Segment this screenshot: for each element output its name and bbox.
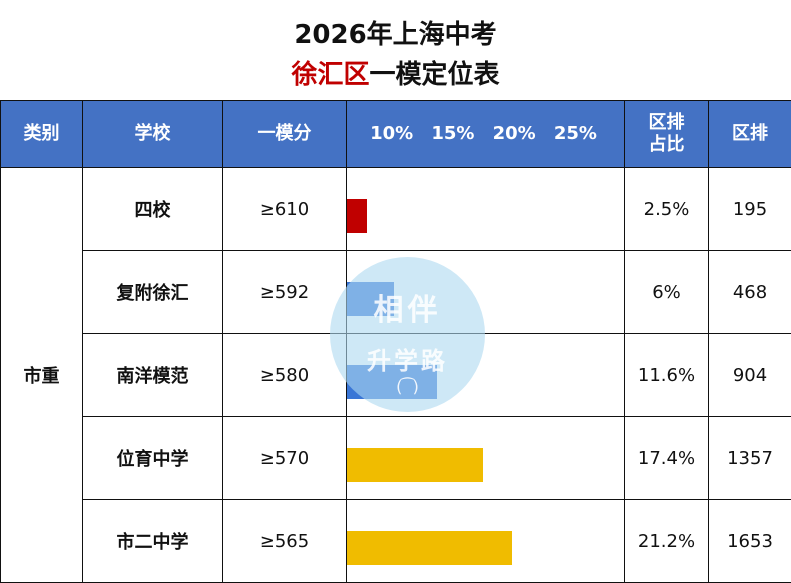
table-row: 市重 四校 ≥610 2.5% 195 bbox=[1, 168, 791, 251]
subtitle-text: 一模定位表 bbox=[370, 60, 500, 90]
school-name: 四校 bbox=[83, 168, 223, 251]
table-row: 南洋模范 ≥580 11.6% 904 bbox=[1, 334, 791, 417]
pct-bar bbox=[347, 282, 394, 316]
pct-bar bbox=[347, 365, 437, 399]
table-row: 市二中学 ≥565 21.2% 1653 bbox=[1, 500, 791, 583]
pct-bar bbox=[347, 448, 483, 482]
header-row: 类别 学校 一模分 10% 15% 20% 25% 区排占比 区排 bbox=[1, 101, 791, 168]
rank-cell: 1357 bbox=[709, 417, 791, 500]
pct-cell: 2.5% bbox=[625, 168, 709, 251]
page-subtitle: 徐汇区一模定位表 bbox=[0, 54, 791, 91]
bar-cell bbox=[347, 417, 625, 500]
district-name: 徐汇区 bbox=[291, 60, 369, 90]
table-row: 复附徐汇 ≥592 6% 468 bbox=[1, 251, 791, 334]
school-name: 市二中学 bbox=[83, 500, 223, 583]
rank-cell: 468 bbox=[709, 251, 791, 334]
score-cell: ≥580 bbox=[223, 334, 347, 417]
pct-bar bbox=[347, 199, 367, 233]
header-rank: 区排 bbox=[709, 101, 791, 168]
pct-cell: 21.2% bbox=[625, 500, 709, 583]
category-cell: 市重 bbox=[1, 168, 83, 583]
score-cell: ≥565 bbox=[223, 500, 347, 583]
score-cell: ≥570 bbox=[223, 417, 347, 500]
table-row: 位育中学 ≥570 17.4% 1357 bbox=[1, 417, 791, 500]
score-cell: ≥592 bbox=[223, 251, 347, 334]
title-area: 2026年上海中考 徐汇区一模定位表 bbox=[0, 0, 791, 100]
pct-cell: 11.6% bbox=[625, 334, 709, 417]
header-school: 学校 bbox=[83, 101, 223, 168]
school-name: 位育中学 bbox=[83, 417, 223, 500]
tick-label: 20% bbox=[493, 123, 536, 145]
bar-cell bbox=[347, 334, 625, 417]
header-score: 一模分 bbox=[223, 101, 347, 168]
header-category: 类别 bbox=[1, 101, 83, 168]
page-title: 2026年上海中考 bbox=[0, 14, 791, 51]
pct-cell: 17.4% bbox=[625, 417, 709, 500]
bar-cell bbox=[347, 500, 625, 583]
rank-cell: 904 bbox=[709, 334, 791, 417]
tick-label: 15% bbox=[431, 123, 474, 145]
rank-cell: 1653 bbox=[709, 500, 791, 583]
tick-label: 10% bbox=[370, 123, 413, 145]
score-cell: ≥610 bbox=[223, 168, 347, 251]
pct-bar bbox=[347, 531, 512, 565]
tick-label: 25% bbox=[554, 123, 597, 145]
header-pct: 区排占比 bbox=[625, 101, 709, 168]
school-name: 南洋模范 bbox=[83, 334, 223, 417]
bar-cell bbox=[347, 251, 625, 334]
header-bar-axis: 10% 15% 20% 25% bbox=[347, 101, 625, 168]
bar-cell bbox=[347, 168, 625, 251]
ranking-table: 类别 学校 一模分 10% 15% 20% 25% 区排占比 区排 市重 四校 … bbox=[0, 100, 791, 583]
header-pct-label: 区排占比 bbox=[645, 112, 689, 156]
school-name: 复附徐汇 bbox=[83, 251, 223, 334]
pct-cell: 6% bbox=[625, 251, 709, 334]
rank-cell: 195 bbox=[709, 168, 791, 251]
